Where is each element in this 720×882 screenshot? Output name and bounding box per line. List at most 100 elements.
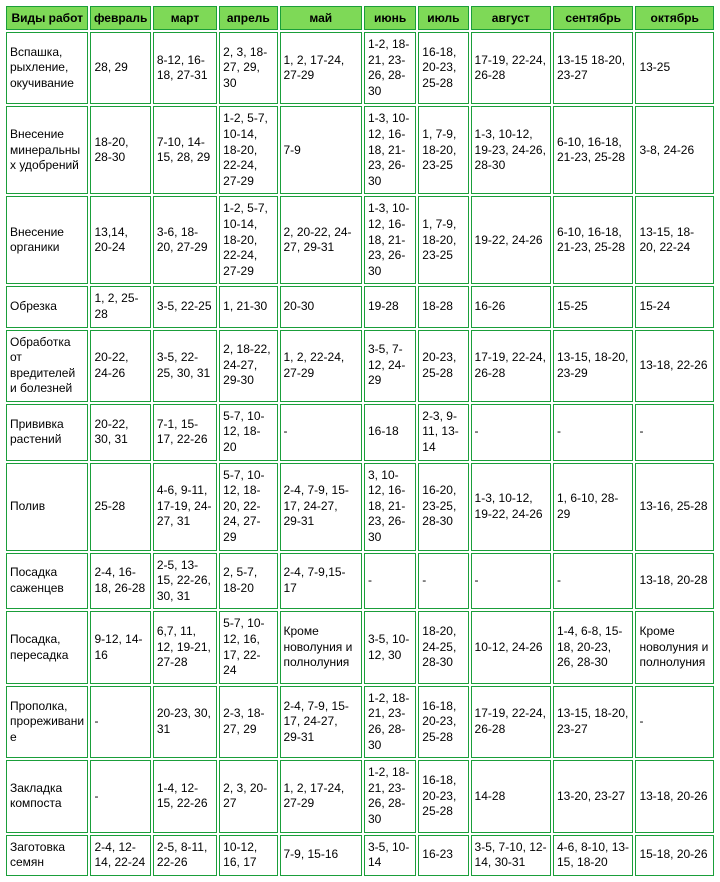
table-cell: Прививка растений: [6, 404, 88, 461]
col-header: май: [280, 6, 362, 30]
col-header: Виды работ: [6, 6, 88, 30]
table-cell: 1, 21-30: [219, 286, 277, 327]
table-cell: 7-1, 15-17, 22-26: [153, 404, 217, 461]
table-cell: 16-18, 20-23, 25-28: [418, 686, 468, 758]
table-cell: 1, 2, 25-28: [90, 286, 150, 327]
table-cell: 20-23, 30, 31: [153, 686, 217, 758]
table-cell: Обрезка: [6, 286, 88, 327]
table-cell: Обработка от вредителей и болезней: [6, 330, 88, 402]
table-cell: 5-7, 10-12, 16, 17, 22-24: [219, 611, 277, 683]
table-cell: Кроме новолуния и полнолуния: [280, 611, 362, 683]
table-cell: Закладка компоста: [6, 760, 88, 832]
table-cell: 3-5, 22-25, 30, 31: [153, 330, 217, 402]
table-cell: 1-2, 5-7, 10-14, 18-20, 22-24, 27-29: [219, 196, 277, 284]
table-cell: 5-7, 10-12, 18-20, 22-24, 27-29: [219, 463, 277, 551]
table-row: Обработка от вредителей и болезней20-22,…: [6, 330, 714, 402]
table-cell: 17-19, 22-24, 26-28: [471, 32, 551, 104]
table-cell: -: [553, 404, 633, 461]
table-cell: 2-5, 13-15, 22-26, 30, 31: [153, 553, 217, 610]
table-cell: 1, 2, 22-24, 27-29: [280, 330, 362, 402]
table-row: Заготовка семян2-4, 12-14, 22-242-5, 8-1…: [6, 835, 714, 876]
table-cell: 3-5, 22-25: [153, 286, 217, 327]
table-row: Внесение минеральных удобрений18-20, 28-…: [6, 106, 714, 194]
table-cell: 2-4, 7-9,15-17: [280, 553, 362, 610]
table-cell: 2, 18-22, 24-27, 29-30: [219, 330, 277, 402]
table-cell: 3-5, 7-12, 24-29: [364, 330, 416, 402]
table-row: Полив25-284-6, 9-11, 17-19, 24-27, 315-7…: [6, 463, 714, 551]
table-cell: 16-18: [364, 404, 416, 461]
table-cell: 2-4, 7-9, 15-17, 24-27, 29-31: [280, 463, 362, 551]
table-cell: 2, 20-22, 24-27, 29-31: [280, 196, 362, 284]
col-header: март: [153, 6, 217, 30]
table-cell: 13-15, 18-20, 23-29: [553, 330, 633, 402]
table-cell: 16-26: [471, 286, 551, 327]
table-cell: 19-28: [364, 286, 416, 327]
table-row: Внесение органики13,14, 20-243-6, 18-20,…: [6, 196, 714, 284]
table-cell: 20-30: [280, 286, 362, 327]
table-cell: 1-3, 10-12, 19-22, 24-26: [471, 463, 551, 551]
col-header: июнь: [364, 6, 416, 30]
table-cell: 13-15 18-20, 23-27: [553, 32, 633, 104]
table-cell: 1-2, 18-21, 23-26, 28-30: [364, 32, 416, 104]
table-cell: 2-3, 18-27, 29: [219, 686, 277, 758]
table-cell: 15-24: [635, 286, 714, 327]
col-header: февраль: [90, 6, 150, 30]
table-cell: 16-18, 20-23, 25-28: [418, 32, 468, 104]
table-cell: 13-18, 20-26: [635, 760, 714, 832]
table-cell: 10-12, 24-26: [471, 611, 551, 683]
col-header: сентябрь: [553, 6, 633, 30]
table-cell: 1, 6-10, 28-29: [553, 463, 633, 551]
table-cell: 13-25: [635, 32, 714, 104]
table-cell: 13-18, 22-26: [635, 330, 714, 402]
table-cell: -: [90, 760, 150, 832]
table-cell: 13,14, 20-24: [90, 196, 150, 284]
col-header: октябрь: [635, 6, 714, 30]
table-cell: 2-4, 12-14, 22-24: [90, 835, 150, 876]
table-cell: 8-12, 16-18, 27-31: [153, 32, 217, 104]
table-cell: 15-18, 20-26: [635, 835, 714, 876]
table-cell: -: [635, 404, 714, 461]
table-cell: 25-28: [90, 463, 150, 551]
table-cell: 2-4, 7-9, 15-17, 24-27, 29-31: [280, 686, 362, 758]
table-row: Вспашка, рыхление, окучивание28, 298-12,…: [6, 32, 714, 104]
table-cell: Вспашка, рыхление, окучивание: [6, 32, 88, 104]
table-cell: 7-10, 14-15, 28, 29: [153, 106, 217, 194]
table-cell: 6,7, 11, 12, 19-21, 27-28: [153, 611, 217, 683]
table-cell: Прополка, прореживание: [6, 686, 88, 758]
table-cell: 7-9: [280, 106, 362, 194]
calendar-table: Виды работ февраль март апрель май июнь …: [4, 4, 716, 878]
table-cell: -: [635, 686, 714, 758]
table-row: Прополка, прореживание-20-23, 30, 312-3,…: [6, 686, 714, 758]
table-cell: -: [90, 686, 150, 758]
col-header: август: [471, 6, 551, 30]
table-cell: 17-19, 22-24, 26-28: [471, 686, 551, 758]
table-cell: 2, 3, 18-27, 29, 30: [219, 32, 277, 104]
table-cell: 7-9, 15-16: [280, 835, 362, 876]
table-cell: Внесение минеральных удобрений: [6, 106, 88, 194]
table-cell: 2-4, 16-18, 26-28: [90, 553, 150, 610]
table-cell: 18-28: [418, 286, 468, 327]
table-cell: Посадка саженцев: [6, 553, 88, 610]
table-cell: 20-23, 25-28: [418, 330, 468, 402]
table-cell: 4-6, 9-11, 17-19, 24-27, 31: [153, 463, 217, 551]
table-cell: 18-20, 24-25, 28-30: [418, 611, 468, 683]
table-cell: 13-15, 18-20, 23-27: [553, 686, 633, 758]
table-row: Обрезка1, 2, 25-283-5, 22-251, 21-3020-3…: [6, 286, 714, 327]
table-cell: Заготовка семян: [6, 835, 88, 876]
table-cell: 15-25: [553, 286, 633, 327]
table-cell: 14-28: [471, 760, 551, 832]
table-cell: 17-19, 22-24, 26-28: [471, 330, 551, 402]
table-cell: 1, 7-9, 18-20, 23-25: [418, 196, 468, 284]
table-row: Прививка растений20-22, 30, 317-1, 15-17…: [6, 404, 714, 461]
table-cell: 2-3, 9-11, 13-14: [418, 404, 468, 461]
table-body: Вспашка, рыхление, окучивание28, 298-12,…: [6, 32, 714, 876]
table-cell: 1-2, 5-7, 10-14, 18-20, 22-24, 27-29: [219, 106, 277, 194]
table-cell: Полив: [6, 463, 88, 551]
table-cell: 9-12, 14-16: [90, 611, 150, 683]
table-cell: 1-2, 18-21, 23-26, 28-30: [364, 760, 416, 832]
table-cell: 18-20, 28-30: [90, 106, 150, 194]
table-row: Посадка саженцев2-4, 16-18, 26-282-5, 13…: [6, 553, 714, 610]
table-cell: 2, 3, 20-27: [219, 760, 277, 832]
table-cell: 16-20, 23-25, 28-30: [418, 463, 468, 551]
table-cell: Кроме новолуния и полнолуния: [635, 611, 714, 683]
